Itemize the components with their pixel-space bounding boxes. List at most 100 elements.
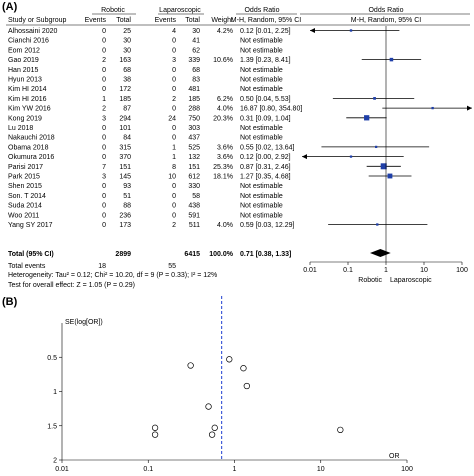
study-events-laparoscopic: 0 (172, 135, 176, 142)
col-events2-header: Events (155, 17, 177, 24)
study-events-robotic: 0 (102, 154, 106, 161)
or-col-header: Odds Ratio (244, 7, 279, 14)
study-name: Hyun 2013 (8, 77, 42, 84)
study-events-laparoscopic: 1 (172, 154, 176, 161)
study-events-laparoscopic: 0 (172, 203, 176, 210)
funnel-point (151, 431, 159, 438)
study-total-robotic: 172 (119, 86, 131, 93)
study-total-laparoscopic: 41 (192, 38, 200, 45)
study-events-laparoscopic: 0 (172, 193, 176, 200)
study-ci: 0.12 [0.00, 2.92] (240, 154, 291, 161)
study-weight: 3.6% (217, 154, 233, 161)
study-total-laparoscopic: 525 (188, 144, 200, 151)
events-row-events1: 18 (98, 263, 106, 270)
study-ci: 1.27 [0.35, 4.68] (240, 174, 291, 181)
study-square (349, 29, 353, 32)
col-total1-header: Total (116, 17, 131, 24)
study-ci: 1.39 [0.23, 8.41] (240, 57, 291, 64)
study-total-robotic: 68 (123, 67, 131, 74)
col-or-sub-header: M-H, Random, 95% CI (231, 17, 301, 24)
study-total-robotic: 101 (119, 125, 131, 132)
study-weight: 4.0% (217, 222, 233, 229)
study-weight: 25.3% (213, 164, 233, 171)
study-name: Park 2015 (8, 174, 40, 181)
study-events-laparoscopic: 0 (172, 125, 176, 132)
funnel-x-tick-label: 0.01 (55, 466, 69, 473)
pooled-diamond (370, 249, 391, 257)
favours-laparoscopic-label: Laparoscopic (390, 277, 432, 284)
forest-plot: 0.01 0.1 1 10 100 Robotic Laparoscopic (302, 26, 472, 284)
study-name: Suda 2014 (8, 203, 42, 210)
study-name: Alhossaini 2020 (8, 28, 58, 35)
study-square (373, 97, 376, 100)
study-weight: 6.2% (217, 96, 233, 103)
funnel-point (243, 382, 250, 390)
funnel-y-axis-label: SE(log[OR]) (65, 319, 103, 326)
study-total-laparoscopic: 58 (192, 193, 200, 200)
study-name: Son. T 2014 (8, 193, 46, 200)
total-row-label: Total (95% CI) (8, 251, 54, 258)
funnel-point (205, 403, 212, 410)
total-row-weight: 100.0% (209, 251, 234, 258)
study-events-robotic: 0 (102, 135, 106, 142)
study-name: Obama 2018 (8, 144, 49, 151)
study-total-laparoscopic: 303 (188, 125, 200, 132)
heterogeneity-text: Heterogeneity: Tau² = 0.12; Chi² = 10.20… (8, 272, 217, 279)
study-ci: Not estimable (240, 67, 283, 74)
study-events-laparoscopic: 0 (172, 212, 176, 219)
study-events-laparoscopic: 2 (172, 96, 176, 103)
funnel-point (187, 362, 194, 369)
funnel-x-tick-label: 100 (401, 466, 413, 473)
study-total-robotic: 315 (119, 144, 131, 151)
funnel-x-tick-label: 1 (233, 466, 237, 473)
robotic-group-header: Robotic (101, 7, 125, 14)
study-square (364, 115, 370, 121)
col-study-header: Study or Subgroup (8, 17, 66, 24)
study-events-robotic: 3 (102, 174, 106, 181)
study-total-laparoscopic: 68 (192, 67, 200, 74)
study-name: Parisi 2017 (8, 164, 43, 171)
study-name: Kim YW 2016 (8, 106, 51, 113)
study-square (349, 155, 353, 158)
funnel-point (208, 431, 216, 438)
funnel-x-tick-label: 10 (317, 466, 325, 473)
study-events-laparoscopic: 2 (172, 222, 176, 229)
study-name: Yang SY 2017 (8, 222, 53, 229)
study-name: Gao 2019 (8, 57, 39, 64)
study-total-laparoscopic: 612 (188, 174, 200, 181)
study-total-robotic: 145 (119, 174, 131, 181)
study-events-laparoscopic: 0 (172, 183, 176, 190)
ci-arrow-left (310, 28, 315, 33)
study-ci: 16.87 [0.80, 354.80] (240, 106, 302, 113)
study-ci: 0.31 [0.09, 1.04] (240, 115, 291, 122)
study-events-laparoscopic: 0 (172, 67, 176, 74)
study-total-laparoscopic: 151 (188, 164, 200, 171)
study-events-laparoscopic: 4 (172, 28, 176, 35)
laparoscopic-group-header: Laparoscopic (159, 7, 201, 14)
study-events-robotic: 0 (102, 183, 106, 190)
study-ci: Not estimable (240, 86, 283, 93)
plot-sub-header: M-H, Random, 95% CI (351, 17, 421, 24)
study-ci: 0.55 [0.02, 13.64] (240, 144, 295, 151)
study-weight: 18.1% (213, 174, 233, 181)
study-ci: Not estimable (240, 38, 283, 45)
study-events-robotic: 2 (102, 57, 106, 64)
funnel-y-tick-label: 1.5 (47, 423, 57, 430)
study-name: Eom 2012 (8, 47, 40, 54)
study-square (387, 173, 393, 179)
study-events-robotic: 0 (102, 222, 106, 229)
study-total-laparoscopic: 62 (192, 47, 200, 54)
overall-effect-text: Test for overall effect: Z = 1.05 (P = 0… (8, 282, 135, 289)
funnel-point (337, 426, 344, 434)
study-name: Lu 2018 (8, 125, 33, 132)
study-name: Han 2015 (8, 67, 38, 74)
study-weight: 3.6% (217, 144, 233, 151)
panel-a-label: (A) (2, 1, 18, 13)
study-weight: 10.6% (213, 57, 233, 64)
funnel-point (226, 356, 233, 363)
study-total-robotic: 30 (123, 38, 131, 45)
total-row-ci: 0.71 [0.38, 1.33] (240, 251, 291, 258)
funnel-y-tick-label: 2 (53, 458, 57, 465)
study-name: Okumura 2016 (8, 154, 54, 161)
study-events-robotic: 0 (102, 86, 106, 93)
